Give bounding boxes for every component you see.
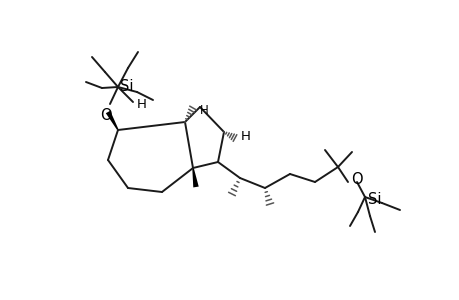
Polygon shape [106, 111, 118, 130]
Text: Si: Si [367, 191, 381, 206]
Text: O: O [100, 108, 112, 123]
Text: Si: Si [120, 79, 133, 94]
Text: O: O [350, 172, 362, 188]
Text: H: H [241, 130, 250, 142]
Text: H: H [200, 104, 208, 117]
Text: H: H [137, 98, 146, 110]
Polygon shape [192, 168, 198, 188]
